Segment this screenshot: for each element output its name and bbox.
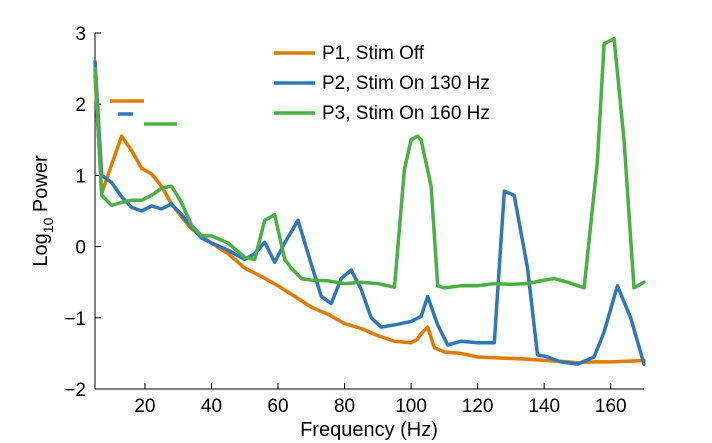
x-tick-label: 20 [134, 396, 155, 417]
y-tick-label: 1 [75, 166, 86, 187]
x-axis-label: Frequency (Hz) [300, 419, 438, 441]
x-ticks: 20 40 60 80 100 120 140 160 [134, 383, 627, 417]
legend: P1, Stim Off P2, Stim On 130 Hz P3, Stim… [274, 43, 490, 124]
y-axis-label-main: Log [30, 233, 52, 266]
y-tick-label: 3 [75, 24, 86, 45]
x-tick-label: 100 [395, 396, 427, 417]
legend-label-p2: P2, Stim On 130 Hz [322, 73, 490, 94]
legend-label-p3: P3, Stim On 160 Hz [322, 103, 490, 124]
x-tick-label: 140 [528, 396, 560, 417]
series-line-p1 [93, 73, 646, 365]
y-tick-label: 0 [75, 238, 86, 259]
legend-label-p1: P1, Stim Off [322, 43, 425, 64]
y-axis-label-rest: Power [30, 155, 52, 218]
y-tick-label: −1 [64, 309, 86, 330]
x-tick-label: 160 [595, 396, 627, 417]
stray-legend-dashes [110, 99, 177, 126]
series-line-p2 [93, 59, 646, 366]
x-tick-label: 80 [334, 396, 355, 417]
series-line-p3 [93, 36, 646, 290]
y-ticks: −2 −1 0 1 2 3 [64, 24, 101, 401]
series-lines [93, 36, 646, 366]
x-tick-label: 60 [267, 396, 288, 417]
y-tick-label: −2 [64, 380, 86, 401]
x-tick-label: 120 [462, 396, 494, 417]
y-tick-label: 2 [75, 95, 86, 116]
x-tick-label: 40 [201, 396, 222, 417]
y-axis-label-sub: 10 [40, 217, 56, 233]
y-axis-label: Log10 Power [30, 155, 56, 267]
